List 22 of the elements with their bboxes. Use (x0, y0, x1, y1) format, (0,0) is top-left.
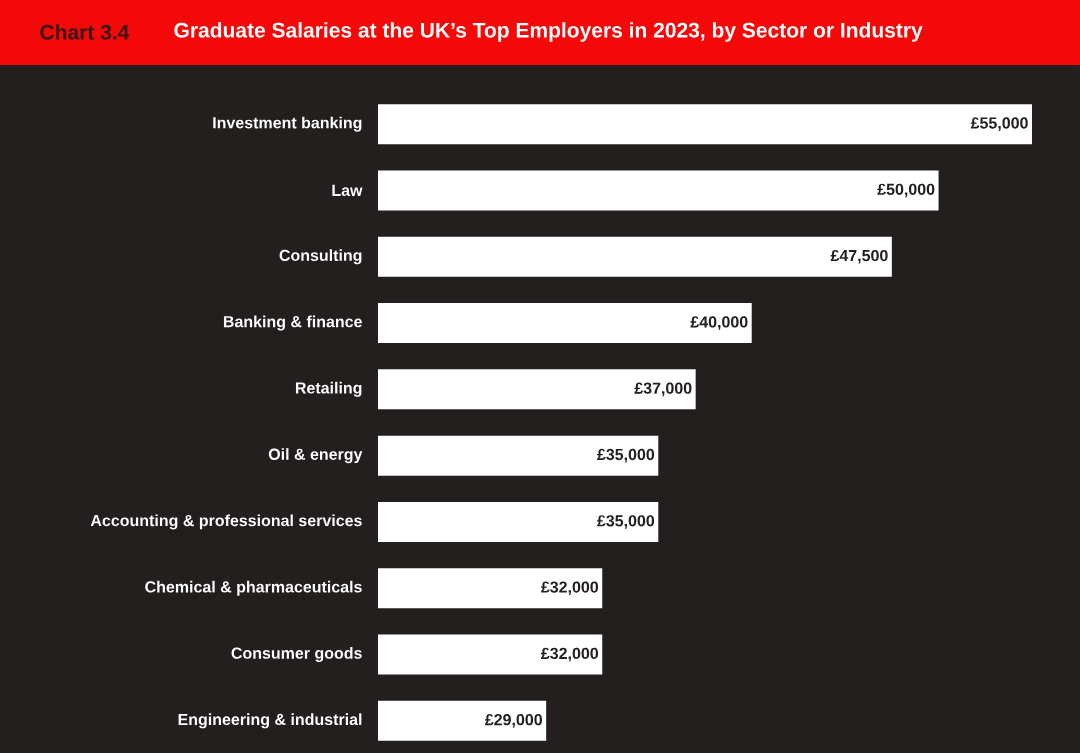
y-tick-label: Accounting & professional services (90, 514, 362, 530)
y-tick-label: Engineering & industrial (178, 713, 362, 729)
y-tick-label: Oil & energy (268, 448, 363, 464)
data-label: £29,000 (484, 714, 542, 728)
data-label: £50,000 (877, 183, 935, 198)
data-label: £35,000 (597, 515, 655, 529)
data-label: £55,000 (970, 117, 1028, 131)
chart-title: Graduate Salaries at the UK’s Top Employers in 2023, by Sector or Industry (174, 22, 923, 42)
data-label: £40,000 (690, 316, 748, 330)
data-label: £35,000 (597, 448, 655, 463)
y-tick-label: Chemical & pharmaceuticals (145, 580, 362, 596)
y-tick-label: Banking & finance (223, 315, 362, 331)
data-label: £32,000 (541, 647, 599, 662)
data-label: £32,000 (541, 581, 599, 596)
y-tick-label: Retailing (295, 381, 362, 397)
data-label: £47,500 (830, 249, 888, 264)
y-tick-label: Consumer goods (231, 647, 362, 663)
y-tick-label: Investment banking (213, 116, 362, 132)
y-tick-label: Consulting (279, 249, 362, 265)
y-tick-label: Law (332, 184, 363, 197)
caption: Chart 3.4 (40, 24, 130, 40)
data-label: £37,000 (634, 382, 692, 397)
